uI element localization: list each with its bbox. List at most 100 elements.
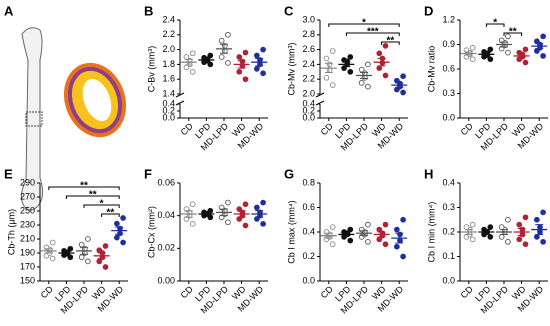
error-bar [377,231,386,238]
error-bar [517,53,526,59]
panel-label: D [424,3,433,18]
data-point [207,52,214,59]
data-point [254,204,260,211]
y-tick-label: 0.9 [442,39,455,49]
data-point [498,224,505,230]
data-point [394,77,400,84]
error-bar [395,82,404,88]
y-tick-label: 0.2 [162,105,175,115]
significance-label: ** [387,36,395,47]
data-point [540,53,546,59]
data-point [394,243,400,250]
y-tick-label: 2.6 [302,44,315,54]
data-point [522,241,529,248]
error-bar [220,43,228,54]
error-bar [324,63,333,74]
y-tick-label: 2.4 [302,59,315,69]
error-bar [237,210,246,218]
error-bar [535,224,544,235]
data-point [96,247,103,254]
y-tick-label: 0.2 [442,226,455,236]
error-bar [517,227,526,237]
y-axis-label: Cb-Th (μm) [6,209,16,255]
x-tick-label: CD [319,121,336,138]
data-point [102,243,109,249]
significance-bracket [345,32,400,36]
data-point [120,239,126,246]
error-bar [115,226,124,235]
data-point [49,239,56,246]
data-point [540,33,546,40]
error-bar [202,211,211,217]
y-tick-label: 0.4 [162,98,175,108]
data-point [505,33,511,40]
y-tick-label: 2.0 [302,88,315,98]
error-bar [500,229,508,235]
y-tick-label: 0.2 [302,251,315,261]
data-point [114,220,120,227]
y-axis-label: C-Bv (mm³) [146,46,156,93]
axis-break [175,92,185,106]
y-axis-label: Cb-Mv ratio [426,46,436,93]
error-bar [377,57,386,67]
data-point [329,241,336,248]
significance-label: ** [80,181,88,192]
axis-break [315,92,325,106]
y-tick-label: 1.8 [162,59,175,69]
data-point [239,58,246,65]
y-tick-label: 2.8 [302,29,315,39]
error-bar [464,51,473,56]
data-point [189,220,196,227]
data-point [254,65,260,72]
panel-label: A [4,3,14,18]
y-tick-label: 0.6 [442,63,455,73]
data-point [85,258,91,265]
y-tick-label: 210 [20,233,35,243]
data-point [218,54,225,60]
y-tick-label: 0.4 [302,98,315,108]
data-point [225,31,231,38]
y-tick-label: 230 [20,219,35,229]
data-point [469,56,476,63]
data-point [183,54,190,60]
error-bar [184,58,193,66]
data-point [522,59,529,66]
data-point [49,255,56,262]
y-tick-label: 0.0 [442,275,455,285]
y-tick-label: 250 [20,205,35,215]
data-point [67,245,74,252]
data-point [242,222,249,229]
y-tick-label: 0.1 [442,251,455,261]
data-point [189,68,196,75]
x-tick-label: CD [179,284,196,301]
data-point [225,219,231,226]
y-axis-label: Cb I max (mm⁴) [286,200,296,263]
significance-bracket [101,213,120,217]
data-point [329,82,336,88]
data-point [218,37,225,44]
y-tick-label: 2.2 [162,29,175,39]
y-tick-label: 0.0 [302,112,315,122]
error-bar [184,210,193,218]
panel-label: C [284,3,294,18]
data-point [487,234,494,240]
data-point [347,237,354,244]
panel-label: F [144,166,152,181]
data-point [120,215,126,221]
data-point [469,44,476,51]
data-point [347,68,354,75]
data-point [341,57,347,63]
y-tick-label: 1.6 [162,74,175,84]
data-point [96,258,103,265]
data-point [323,74,330,81]
data-point [382,221,389,228]
y-tick-label: 170 [20,261,35,271]
error-bar [535,43,544,50]
data-point [400,73,406,80]
data-point [326,61,333,68]
error-bar [237,60,246,69]
panel-label: B [144,3,153,18]
data-point [225,60,231,66]
significance-label: ** [509,27,517,38]
error-bar [220,208,228,217]
